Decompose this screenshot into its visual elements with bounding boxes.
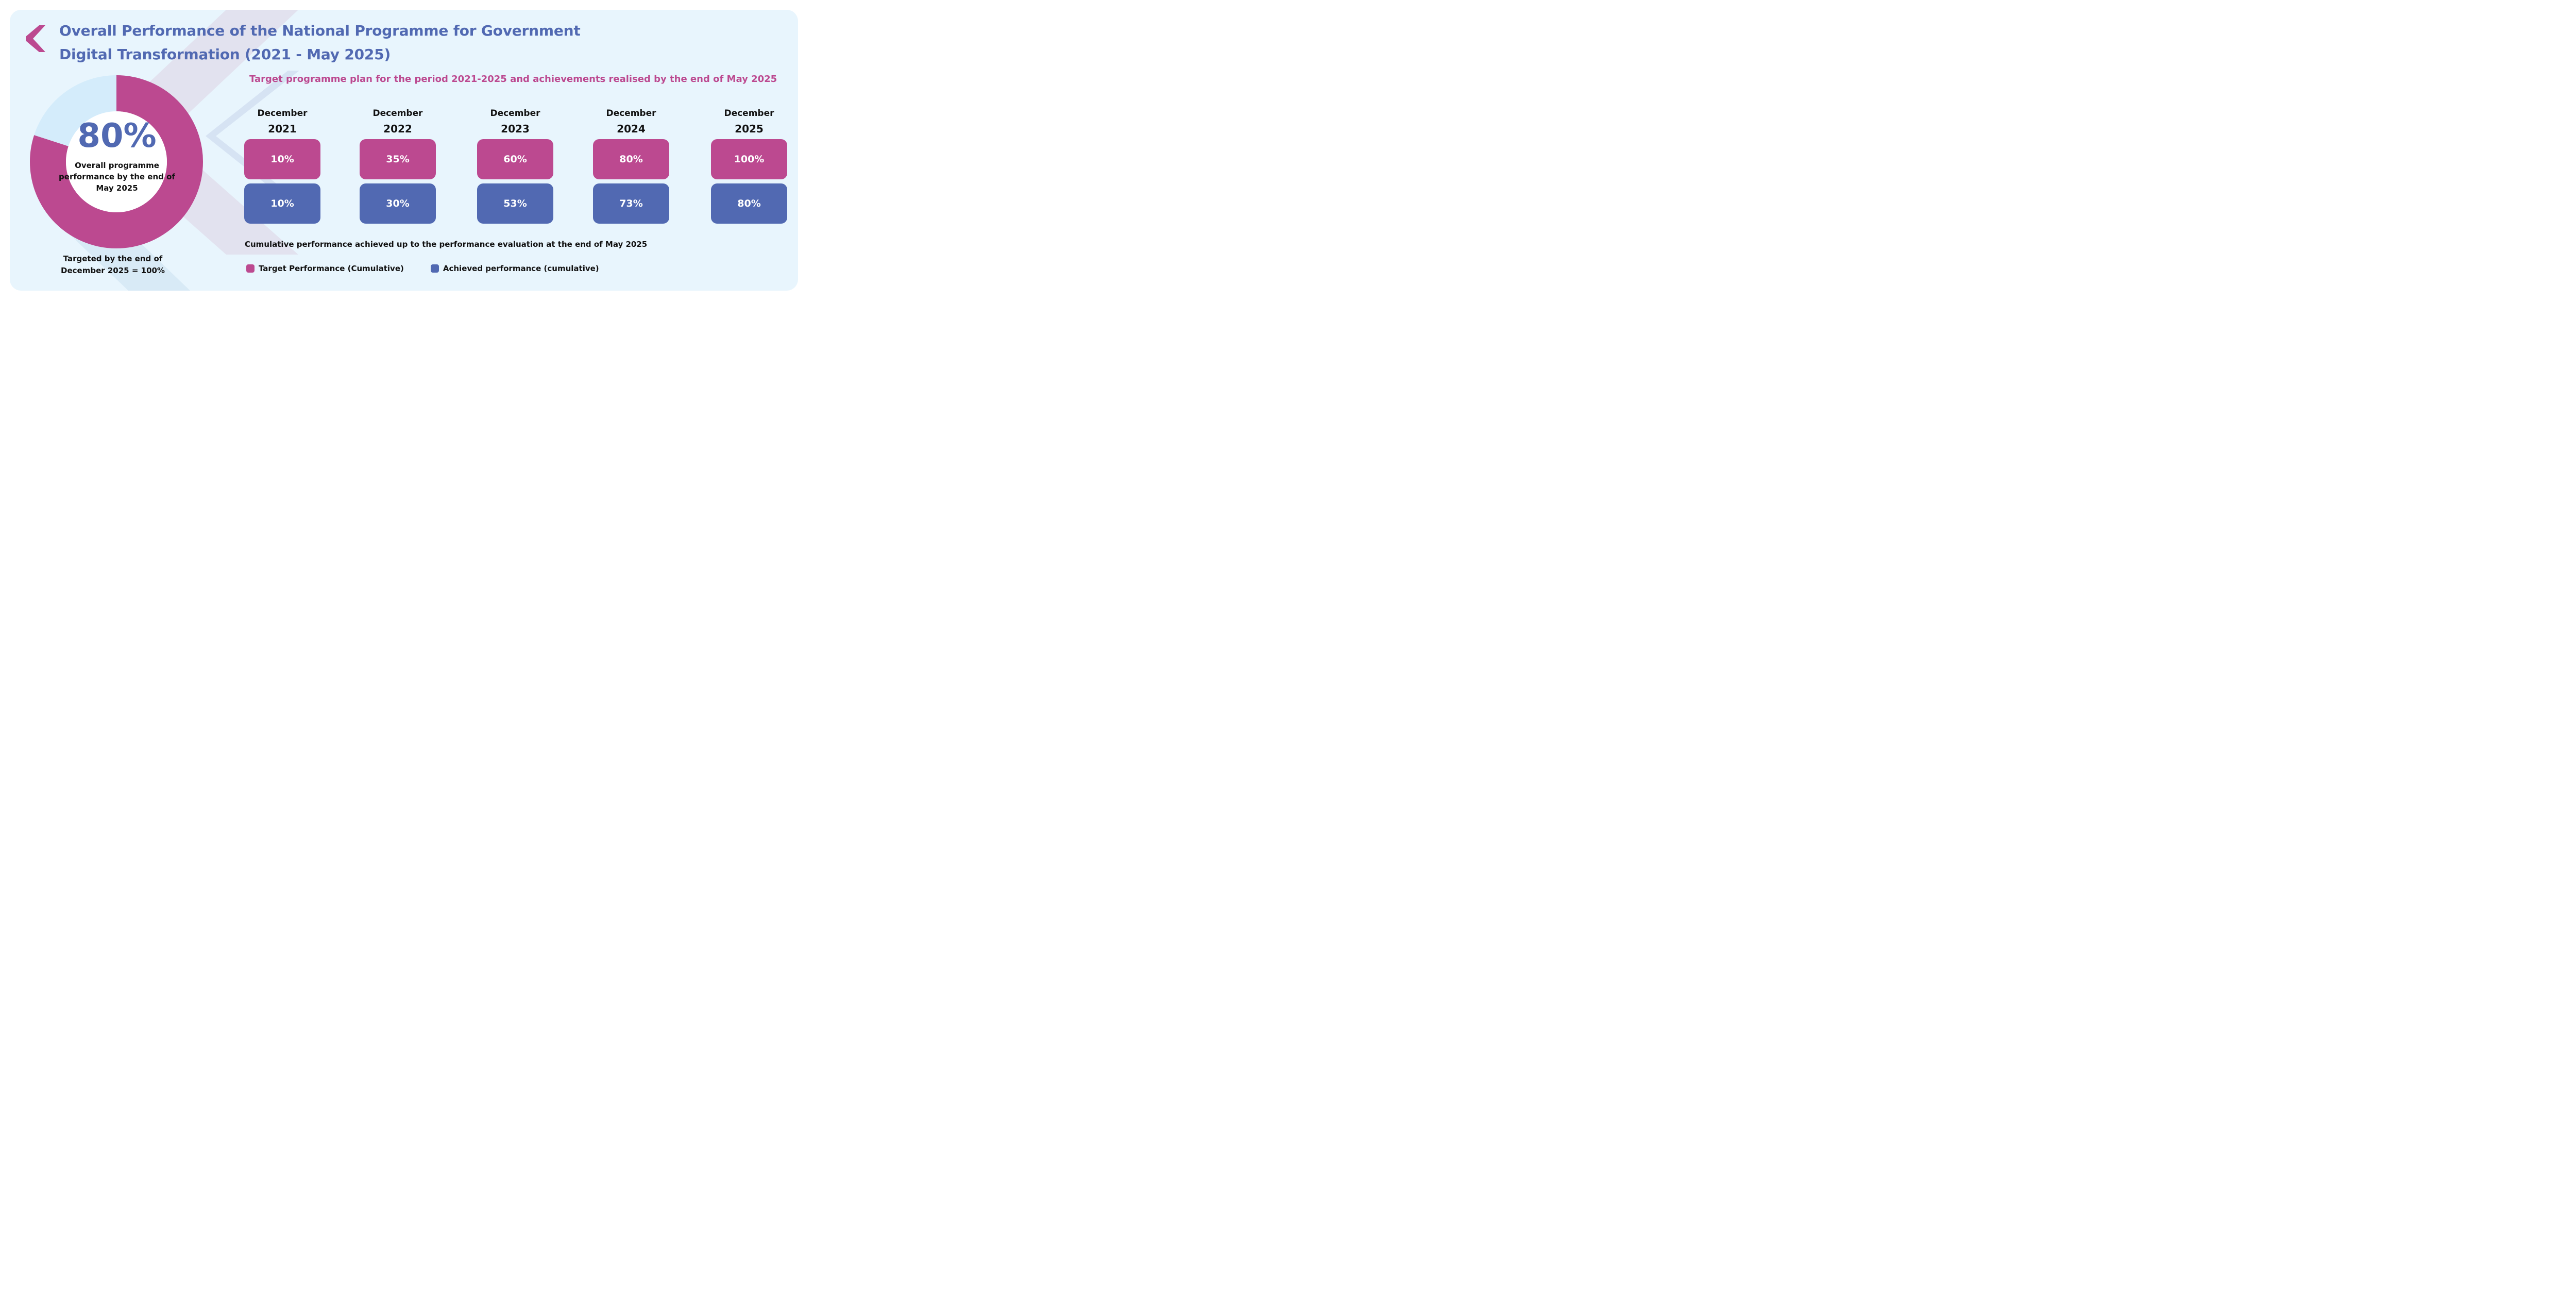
donut-slice-remaining [34, 75, 117, 147]
target-value-box: 80% [593, 139, 669, 179]
achieved-value-box: 73% [593, 183, 669, 224]
column-month: December [606, 108, 656, 119]
year-column: December 2023 60% 53% [477, 106, 553, 224]
achieved-swatch-icon [430, 264, 439, 273]
achieved-value-box: 30% [360, 183, 436, 224]
column-heading: December 2023 [477, 106, 553, 139]
title-line-2: Digital Transformation (2021 - May 2025) [59, 46, 391, 63]
achieved-value-box: 10% [244, 183, 320, 224]
page-title: Overall Performance of the National Prog… [59, 19, 581, 66]
legend-label: Target Performance (Cumulative) [259, 264, 404, 273]
cumulative-note: Cumulative performance achieved up to th… [245, 240, 648, 249]
overall-performance-donut [30, 75, 203, 248]
target-swatch-icon [246, 264, 255, 273]
column-year: 2023 [501, 123, 530, 135]
legend-item-achieved: Achieved performance (cumulative) [430, 264, 599, 273]
column-heading: December 2022 [360, 106, 436, 139]
target-value-box: 10% [244, 139, 320, 179]
column-heading: December 2024 [593, 106, 669, 139]
plan-subtitle: Target programme plan for the period 202… [249, 74, 777, 85]
donut-center: 80% Overall programme performance by the… [55, 115, 179, 194]
column-month: December [490, 108, 540, 119]
overall-caption: Overall programme performance by the end… [59, 161, 175, 193]
column-heading: December 2021 [244, 106, 320, 139]
donut-slice-achieved [30, 75, 203, 248]
column-month: December [372, 108, 423, 119]
back-chevron-icon[interactable] [24, 25, 45, 52]
achieved-value-box: 53% [477, 183, 553, 224]
infographic-card: Overall Performance of the National Prog… [10, 10, 798, 291]
target-value-box: 100% [711, 139, 787, 179]
target-note: Targeted by the end of December 2025 = 1… [61, 254, 165, 275]
year-column: December 2025 100% 80% [711, 106, 787, 224]
legend-label: Achieved performance (cumulative) [443, 264, 599, 273]
target-value-box: 60% [477, 139, 553, 179]
title-line-1: Overall Performance of the National Prog… [59, 22, 581, 39]
column-heading: December 2025 [711, 106, 787, 139]
year-column: December 2021 10% 10% [244, 106, 320, 224]
column-month: December [724, 108, 774, 119]
year-column: December 2022 35% 30% [360, 106, 436, 224]
column-year: 2025 [735, 123, 764, 135]
column-year: 2024 [617, 123, 646, 135]
legend-item-target: Target Performance (Cumulative) [246, 264, 404, 273]
year-column: December 2024 80% 73% [593, 106, 669, 224]
column-year: 2021 [268, 123, 297, 135]
achieved-value-box: 80% [711, 183, 787, 224]
donut-hole [66, 111, 167, 212]
legend: Target Performance (Cumulative) Achieved… [246, 264, 626, 273]
column-month: December [257, 108, 308, 119]
column-year: 2022 [383, 123, 412, 135]
overall-percentage: 80% [77, 117, 157, 155]
target-value-box: 35% [360, 139, 436, 179]
